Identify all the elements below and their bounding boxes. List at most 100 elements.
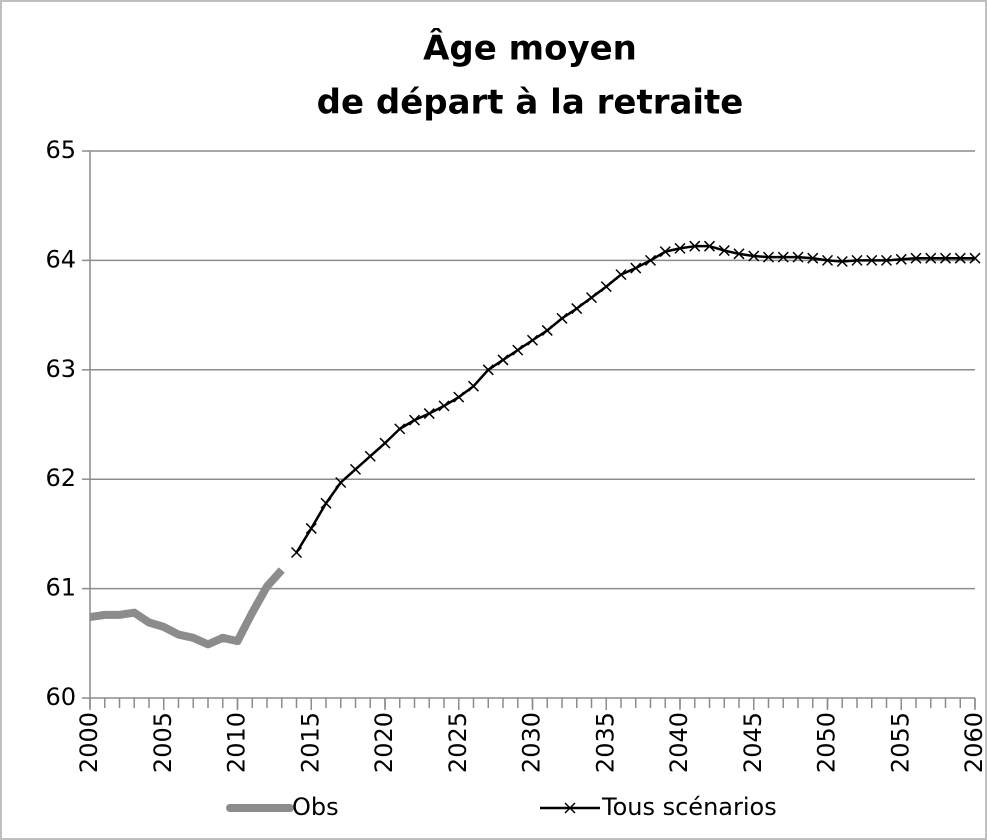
marker-stroke [335, 476, 347, 489]
marker-stroke [467, 380, 480, 392]
point-marker [290, 546, 303, 559]
point-marker [880, 254, 893, 266]
point-marker [674, 242, 686, 254]
marker-stroke [453, 391, 465, 403]
point-marker [733, 248, 745, 260]
marker-stroke [571, 303, 583, 315]
x-tick-label: 2000 [75, 712, 103, 773]
x-tick-label: 2050 [813, 712, 841, 773]
point-marker [600, 281, 612, 293]
point-marker [954, 252, 966, 264]
marker-stroke [394, 423, 406, 435]
x-tick-label: 2055 [886, 712, 914, 773]
point-marker [320, 497, 332, 509]
x-tick-label: 2040 [665, 712, 693, 773]
x-tick-label: 2010 [223, 712, 251, 773]
point-marker [423, 408, 435, 420]
marker-stroke [939, 252, 952, 264]
marker-stroke [748, 250, 760, 262]
marker-stroke [910, 252, 922, 264]
point-marker [630, 262, 642, 274]
point-marker [895, 253, 907, 265]
point-marker [497, 354, 509, 366]
marker-stroke [851, 254, 863, 266]
marker-stroke [585, 292, 598, 304]
marker-stroke [703, 240, 716, 252]
point-marker [467, 380, 480, 392]
marker-stroke [836, 255, 848, 268]
marker-stroke [556, 312, 568, 324]
x-tick-label: 2035 [591, 712, 619, 773]
marker-stroke [674, 242, 686, 254]
x-tick-label: 2030 [518, 712, 546, 773]
marker-stroke [482, 364, 494, 376]
marker-stroke [320, 497, 332, 509]
chart-title: de départ à la retraite [317, 83, 744, 123]
marker-stroke [615, 269, 627, 281]
marker-stroke [718, 245, 730, 257]
point-marker [571, 303, 583, 315]
marker-stroke [349, 463, 362, 475]
chart-title: Âge moyen [423, 28, 637, 69]
x-tick-label: 2005 [149, 712, 177, 773]
point-marker [349, 463, 362, 475]
point-marker [659, 246, 671, 258]
point-marker [866, 254, 878, 266]
point-marker [762, 251, 775, 263]
marker-stroke [807, 252, 819, 264]
point-marker [585, 292, 598, 304]
marker-stroke [689, 240, 701, 252]
y-tick-label: 63 [45, 355, 76, 383]
marker-stroke [792, 251, 804, 263]
point-marker [718, 245, 730, 257]
marker-stroke [408, 414, 421, 426]
point-marker [851, 254, 863, 266]
series-line [89, 567, 285, 649]
x-tick-label: 2015 [296, 712, 324, 773]
point-marker [305, 522, 317, 534]
point-marker [910, 252, 922, 264]
point-marker [335, 476, 347, 489]
marker-stroke [526, 334, 539, 346]
y-tick-label: 61 [45, 574, 76, 602]
point-marker [925, 252, 937, 264]
y-tick-label: 60 [45, 683, 76, 711]
marker-stroke [644, 254, 657, 266]
point-marker [792, 251, 804, 263]
marker-stroke [954, 252, 966, 264]
marker-stroke [733, 248, 745, 260]
marker-stroke [564, 802, 576, 814]
x-tick-label: 2060 [960, 712, 987, 773]
point-marker [689, 240, 701, 252]
point-marker [526, 334, 539, 346]
marker-stroke [305, 522, 317, 534]
marker-stroke [379, 437, 391, 449]
marker-stroke [880, 254, 893, 266]
point-marker [541, 324, 553, 336]
marker-stroke [630, 262, 642, 274]
legend-label: Tous scénarios [601, 793, 777, 821]
point-marker [438, 400, 450, 412]
marker-stroke [497, 354, 509, 366]
marker-stroke [364, 450, 376, 462]
marker-stroke [866, 254, 878, 266]
point-marker [556, 312, 568, 324]
x-tick-label: 2045 [739, 712, 767, 773]
marker-stroke [777, 251, 789, 263]
marker-stroke [821, 254, 834, 266]
point-marker [969, 252, 981, 264]
marker-stroke [600, 281, 612, 293]
y-tick-label: 62 [45, 464, 76, 492]
point-marker [453, 391, 465, 403]
marker-stroke [423, 408, 435, 420]
y-tick-label: 65 [45, 136, 76, 164]
point-marker [836, 255, 848, 268]
point-marker [364, 450, 376, 462]
point-marker [748, 250, 760, 262]
point-marker [615, 269, 627, 281]
legend-label: Obs [292, 793, 339, 821]
marker-stroke [925, 252, 937, 264]
marker-stroke [290, 546, 303, 559]
x-tick-label: 2020 [370, 712, 398, 773]
point-marker [807, 252, 819, 264]
